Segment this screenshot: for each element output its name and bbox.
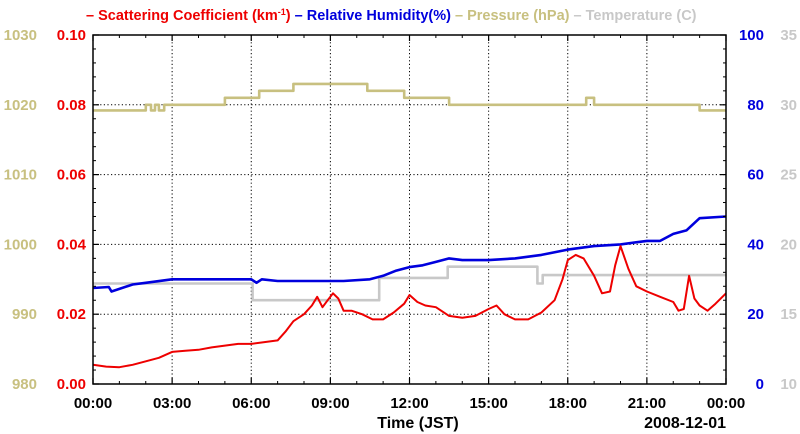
legend-pressure-label: Pressure (hPa) bbox=[467, 8, 570, 24]
temperature-tick-label: 10 bbox=[780, 376, 797, 393]
x-tick-label: 21:00 bbox=[628, 395, 666, 412]
x-tick-label: 09:00 bbox=[311, 395, 349, 412]
temperature-tick-label: 30 bbox=[780, 97, 797, 114]
humidity-tick-label: 100 bbox=[739, 27, 764, 44]
x-tick-label: 03:00 bbox=[153, 395, 191, 412]
scattering-tick-label: 0.02 bbox=[57, 306, 86, 323]
x-tick-label: 15:00 bbox=[469, 395, 507, 412]
temperature-tick-label: 20 bbox=[780, 236, 797, 253]
legend-line: – Scattering Coefficient (km-1) – Relati… bbox=[86, 7, 697, 24]
pressure-line bbox=[93, 82, 726, 112]
scattering-tick-label: 0.10 bbox=[57, 27, 86, 44]
scattering-tick-label: 0.00 bbox=[57, 376, 86, 393]
temperature-tick-label: 35 bbox=[780, 27, 797, 44]
humidity-tick-label: 20 bbox=[747, 306, 764, 323]
legend-scattering-close: ) bbox=[286, 8, 291, 24]
scattering-tick-label: 0.04 bbox=[57, 236, 87, 253]
grid-lines bbox=[93, 35, 726, 384]
scattering-line bbox=[92, 245, 727, 369]
legend-dash-scattering: – bbox=[86, 8, 98, 24]
x-tick-label: 18:00 bbox=[549, 395, 587, 412]
pressure-tick-label: 1020 bbox=[4, 97, 37, 114]
pressure-tick-label: 990 bbox=[12, 306, 37, 323]
axes-group: 00:00 03:00 06:00 09:00 12:00 15:00 18:00 21:00… bbox=[4, 27, 797, 412]
series-group bbox=[92, 82, 727, 369]
temperature-tick-label: 15 bbox=[780, 306, 797, 323]
humidity-tick-label: 80 bbox=[747, 97, 764, 114]
humidity-line bbox=[92, 215, 727, 293]
legend-dash-humidity: – bbox=[291, 8, 307, 24]
x-axis-title: Time (JST) bbox=[377, 415, 459, 432]
pressure-tick-label: 980 bbox=[12, 376, 37, 393]
humidity-tick-label: 40 bbox=[747, 236, 764, 253]
legend-dash-pressure: – bbox=[451, 8, 467, 24]
scattering-tick-label: 0.08 bbox=[57, 97, 86, 114]
humidity-tick-label: 60 bbox=[747, 167, 764, 184]
pressure-tick-label: 1000 bbox=[4, 236, 37, 253]
x-tick-label: 06:00 bbox=[232, 395, 270, 412]
legend-humidity-label: Relative Humidity(%) bbox=[307, 8, 451, 24]
x-tick-label: 00:00 bbox=[707, 395, 745, 412]
date-label: 2008-12-01 bbox=[644, 415, 726, 432]
plot-frame bbox=[92, 34, 727, 385]
scattering-tick-label: 0.06 bbox=[57, 167, 86, 184]
legend-scattering-sup: -1 bbox=[278, 7, 286, 17]
x-tick-label: 12:00 bbox=[390, 395, 428, 412]
x-tick-label: 00:00 bbox=[74, 395, 112, 412]
legend-temperature-label: Temperature (C) bbox=[586, 8, 697, 24]
temperature-line bbox=[93, 265, 726, 302]
legend-scattering-label: Scattering Coefficient (km bbox=[98, 8, 278, 24]
humidity-tick-label: 0 bbox=[756, 376, 764, 393]
pressure-tick-label: 1030 bbox=[4, 27, 37, 44]
temperature-tick-label: 25 bbox=[780, 167, 797, 184]
pressure-tick-label: 1010 bbox=[4, 167, 37, 184]
legend-dash-temperature: – bbox=[569, 8, 585, 24]
